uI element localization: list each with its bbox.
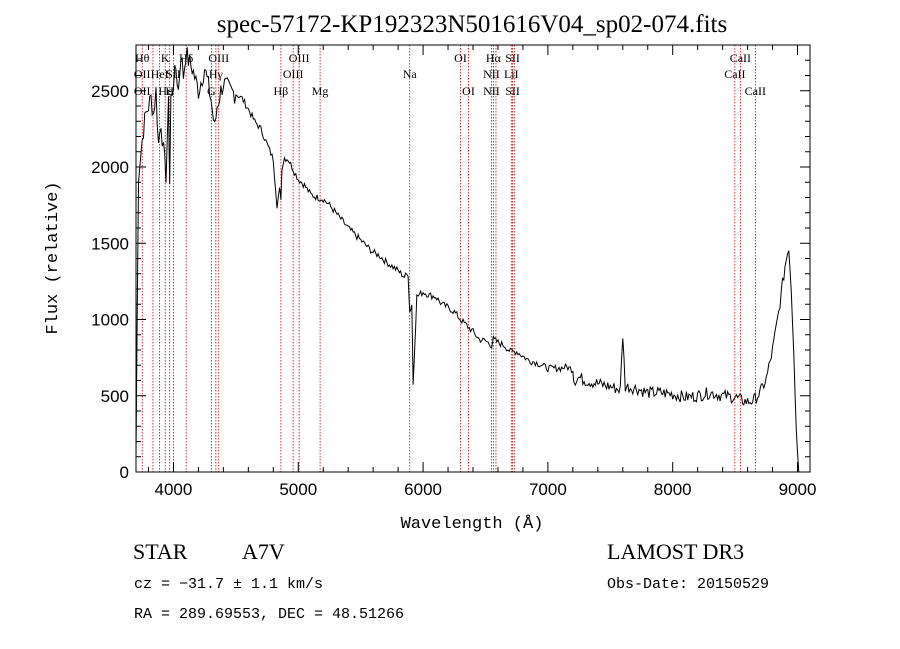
- spectral-line-label: CaII: [745, 84, 766, 98]
- spectral-line-label: Mg: [312, 84, 329, 98]
- spectral-line-label: OII: [134, 67, 151, 81]
- spectral-line-label: H: [165, 84, 174, 98]
- spectral-line-label: G: [207, 84, 216, 98]
- spectral-line-label: CaII: [730, 51, 751, 65]
- spectral-line-label: Na: [403, 67, 418, 81]
- spectral-line-label: OIII: [208, 51, 229, 65]
- y-tick-label: 2500: [91, 82, 129, 101]
- spectral-line-label: OI: [454, 51, 467, 65]
- spectral-line-label: SII: [166, 67, 181, 81]
- spectral-line-label: Hε: [158, 84, 172, 98]
- x-axis-label: Wavelength (Å): [401, 515, 544, 534]
- spectral-line-label: Hθ: [135, 51, 150, 65]
- x-tick-label: 8000: [654, 480, 692, 499]
- y-axis-label: Flux (relative): [44, 181, 63, 334]
- spectral-line-label: CaII: [724, 67, 745, 81]
- x-tick-label: 9000: [779, 480, 817, 499]
- y-tick-label: 2000: [91, 158, 129, 177]
- spectral-line-label: SII: [505, 51, 520, 65]
- spectral-line-label: OI: [462, 84, 475, 98]
- spectrum-line: [135, 47, 802, 473]
- spectral-line-label: Hγ: [209, 67, 224, 81]
- ra-dec: RA = 289.69553, DEC = 48.51266: [134, 606, 404, 623]
- y-tick-label: 1500: [91, 234, 129, 253]
- spectral-line-label: OIII: [283, 67, 304, 81]
- spectral-line-label: Hα: [486, 51, 502, 65]
- object-subclass: A7V: [242, 539, 285, 564]
- obs-date: Obs-Date: 20150529: [607, 576, 769, 593]
- y-tick-label: 500: [101, 387, 129, 406]
- survey-name: LAMOST DR3: [607, 539, 744, 564]
- axes: 4000 5000 6000 7000 8000 9000 0 500 1000 1500 2000…: [91, 44, 817, 499]
- chart-title: spec-57172-KP192323N501616V04_sp02-074.f…: [217, 11, 727, 38]
- spectral-line-label: K: [161, 51, 170, 65]
- y-tick-label: 1000: [91, 311, 129, 330]
- y-tick-label: 0: [120, 463, 129, 482]
- x-tick-label: 7000: [529, 480, 567, 499]
- redshift-cz: cz = −31.7 ± 1.1 km/s: [134, 576, 323, 593]
- spectral-line-label: NII: [483, 67, 500, 81]
- spectral-line-labels: HθOIIOIIHeIKHεHSIIHδGHγOIIIHβOIIIOIIIMgN…: [134, 51, 766, 98]
- plot-frame: [135, 44, 811, 473]
- x-tick-label: 5000: [279, 480, 317, 499]
- spectrum-series: [135, 47, 802, 473]
- spectral-line-label: OIII: [289, 51, 310, 65]
- x-tick-label: 6000: [404, 480, 442, 499]
- spectral-line-label: NII: [483, 84, 500, 98]
- spectral-line-markers: [141, 45, 756, 472]
- spectral-line-label: LiI: [504, 67, 519, 81]
- object-class: STAR: [133, 539, 188, 564]
- spectral-line-label: HeI: [151, 67, 169, 81]
- x-tick-label: 4000: [155, 480, 193, 499]
- spectral-line-label: Hβ: [274, 84, 289, 98]
- spectral-line-label: SII: [505, 84, 520, 98]
